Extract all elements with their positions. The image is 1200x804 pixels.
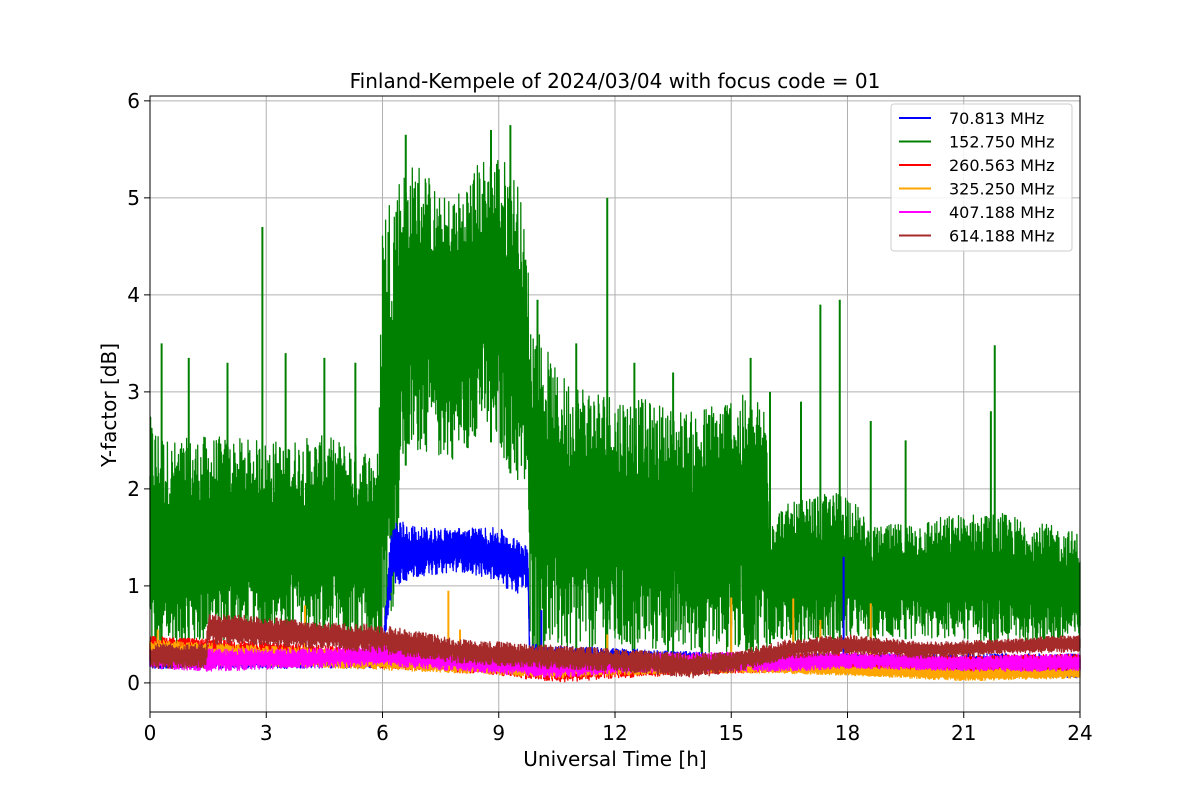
y-axis-label: Y-factor [dB] bbox=[97, 343, 121, 468]
y-tick-label: 0 bbox=[127, 671, 140, 695]
x-tick-label: 15 bbox=[719, 721, 744, 745]
series-5 bbox=[149, 613, 1081, 679]
legend-label: 325.250 MHz bbox=[949, 180, 1054, 199]
legend-label: 614.188 MHz bbox=[949, 227, 1054, 246]
y-tick-label: 2 bbox=[127, 477, 140, 501]
x-tick-label: 24 bbox=[1067, 721, 1092, 745]
y-tick-label: 1 bbox=[127, 574, 140, 598]
legend-label: 70.813 MHz bbox=[949, 109, 1044, 128]
legend-label: 152.750 MHz bbox=[949, 133, 1054, 152]
legend-label: 260.563 MHz bbox=[949, 156, 1054, 175]
series-line bbox=[149, 160, 1081, 655]
x-tick-label: 9 bbox=[492, 721, 505, 745]
y-tick-label: 3 bbox=[127, 380, 140, 404]
x-tick-label: 3 bbox=[260, 721, 273, 745]
legend-box bbox=[890, 103, 1073, 252]
x-tick-label: 0 bbox=[144, 721, 157, 745]
y-tick-label: 5 bbox=[127, 186, 140, 210]
legend-label: 407.188 MHz bbox=[949, 203, 1054, 222]
y-tick-label: 6 bbox=[127, 89, 140, 113]
x-tick-label: 12 bbox=[602, 721, 627, 745]
chart-title: Finland-Kempele of 2024/03/04 with focus… bbox=[350, 69, 881, 93]
series-line bbox=[149, 613, 1081, 679]
x-tick-label: 6 bbox=[376, 721, 389, 745]
series-1 bbox=[149, 125, 1081, 658]
y-tick-label: 4 bbox=[127, 283, 140, 307]
legend: 70.813 MHz 152.750 MHz 260.563 MHz 325.250 … bbox=[890, 103, 1073, 252]
series-area bbox=[149, 125, 1081, 683]
x-tick-label: 21 bbox=[951, 721, 976, 745]
x-tick-label: 18 bbox=[835, 721, 860, 745]
x-axis-label: Universal Time [h] bbox=[523, 747, 706, 771]
